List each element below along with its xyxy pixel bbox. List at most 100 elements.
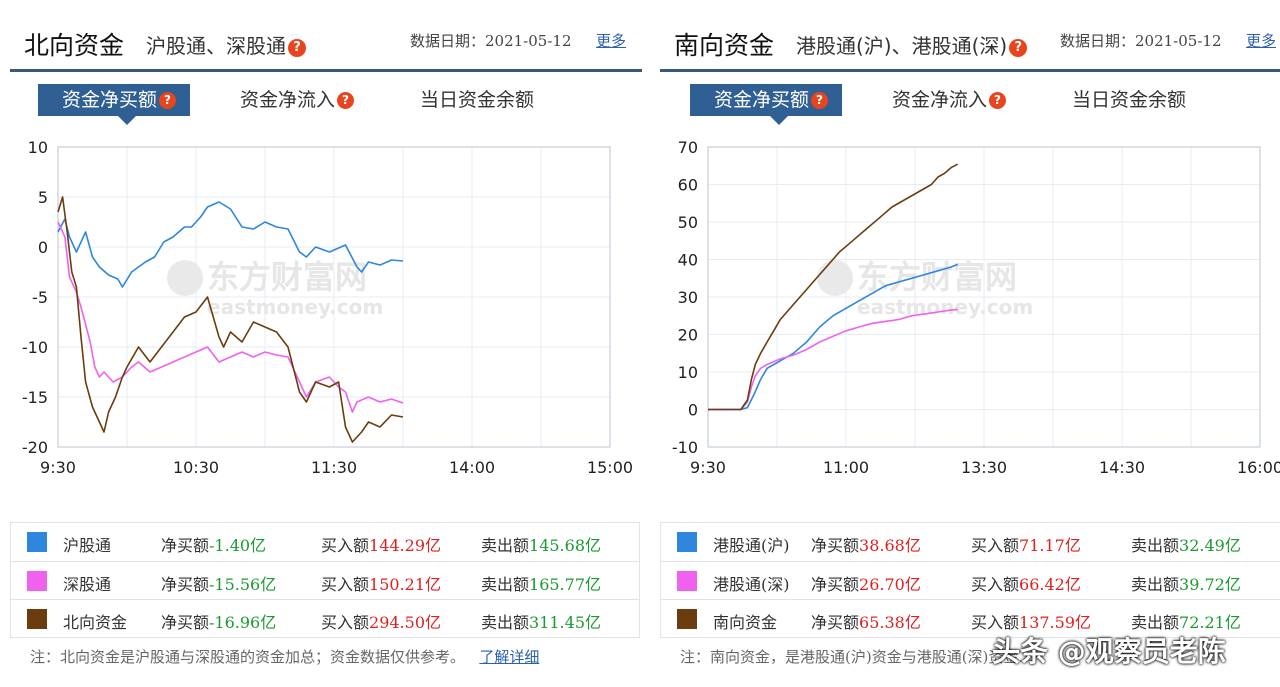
legend-buy: 买入额294.50亿	[321, 613, 442, 632]
y-tick-label: 0	[688, 401, 698, 420]
legend-sell: 卖出额32.49亿	[1131, 536, 1241, 555]
y-tick-label: -5	[32, 288, 48, 307]
legend-sell: 卖出额72.21亿	[1131, 613, 1241, 632]
north-subtitle: 沪股通、深股通?	[146, 30, 306, 59]
legend-buy: 买入额66.42亿	[971, 575, 1081, 594]
help-icon[interactable]: ?	[811, 92, 829, 109]
legend-name: 沪股通	[63, 536, 112, 555]
legend-row: 港股通(沪) 净买额38.68亿 买入额71.17亿 卖出额32.49亿	[661, 523, 1280, 561]
legend-buy: 买入额71.17亿	[971, 536, 1081, 555]
legend-swatch	[677, 571, 697, 591]
north-chart: 10 5 0 -5 -10 -15 -209:30 10:30 11:30 14:00 15:00 东…	[22, 138, 633, 477]
legend-swatch	[27, 571, 47, 591]
south-panel: 南向资金 港股通(沪)、港股通(深)? 数据日期：2021-05-12 更多 资…	[660, 0, 1280, 687]
south-header: 南向资金 港股通(沪)、港股通(深)? 数据日期：2021-05-12 更多	[660, 22, 1280, 72]
help-icon[interactable]: ?	[1009, 39, 1028, 57]
south-subtitle: 港股通(沪)、港股通(深)?	[796, 30, 1028, 59]
north-tab-net-buy[interactable]: 资金净买额?	[38, 84, 191, 125]
south-tab-balance[interactable]: 当日资金余额	[1072, 89, 1187, 111]
legend-net: 净买额-1.40亿	[161, 536, 267, 555]
legend-row: 南向资金 净买额65.38亿 买入额137.59亿 卖出额72.21亿	[661, 599, 1280, 637]
south-chart: 70 60 50 40 30 20 10 0 -109:30 11:00 13:30 14:30 16:…	[672, 138, 1280, 477]
legend-sell: 卖出额39.72亿	[1131, 575, 1241, 594]
legend-name: 港股通(沪)	[713, 536, 790, 555]
north-more-link[interactable]: 更多	[596, 32, 627, 50]
legend-net: 净买额38.68亿	[811, 536, 921, 555]
watermark-text-cn: 东方财富网	[857, 258, 1017, 296]
y-tick-label: -20	[22, 438, 48, 457]
legend-swatch	[677, 532, 697, 552]
north-note: 注：北向资金是沪股通与深股通的资金加总；资金数据仅供参考。 了解详细	[30, 648, 540, 666]
overlay-watermark: 头条 @观察员老陈	[992, 635, 1226, 668]
series-line	[57, 221, 404, 413]
legend-net: 净买额-15.56亿	[161, 575, 277, 594]
north-title: 北向资金	[24, 31, 125, 60]
help-icon[interactable]: ?	[288, 39, 306, 57]
y-tick-label: 20	[678, 326, 698, 345]
y-tick-label: 50	[678, 213, 698, 232]
south-note: 注：南向资金，是港股通(沪)资金与港股通(深)资金...	[680, 648, 1033, 666]
legend-swatch	[27, 609, 47, 629]
y-tick-label: 5	[38, 188, 48, 207]
y-tick-label: 10	[678, 363, 698, 382]
south-tab-net-inflow[interactable]: 资金净流入?	[892, 84, 1007, 116]
help-icon[interactable]: ?	[337, 92, 355, 109]
legend-row: 深股通 净买额-15.56亿 买入额150.21亿 卖出额165.77亿	[11, 561, 639, 599]
legend-name: 北向资金	[63, 613, 128, 632]
legend-buy: 买入额150.21亿	[321, 575, 442, 594]
watermark-text-cn: 东方财富网	[207, 258, 367, 296]
x-tick-label: 14:00	[449, 458, 495, 477]
legend-swatch	[677, 609, 697, 629]
series-line	[708, 163, 959, 411]
series-line	[57, 196, 404, 443]
north-panel: 北向资金 沪股通、深股通? 数据日期：2021-05-12 更多 资金净买额? …	[10, 0, 642, 687]
watermark-logo-icon	[817, 260, 854, 296]
series-line	[708, 308, 958, 411]
legend-net: 净买额-16.96亿	[161, 613, 277, 632]
legend-name: 深股通	[63, 575, 112, 594]
legend-buy: 买入额137.59亿	[971, 613, 1092, 632]
north-tab-net-inflow[interactable]: 资金净流入?	[240, 84, 355, 116]
legend-sell: 卖出额311.45亿	[481, 613, 602, 632]
south-tab-net-buy[interactable]: 资金净买额?	[690, 84, 843, 125]
north-date: 数据日期：2021-05-12	[410, 32, 572, 50]
legend-row: 港股通(深) 净买额26.70亿 买入额66.42亿 卖出额39.72亿	[661, 561, 1280, 599]
legend-row: 北向资金 净买额-16.96亿 买入额294.50亿 卖出额311.45亿	[11, 599, 639, 637]
help-icon[interactable]: ?	[989, 92, 1007, 109]
legend-name: 港股通(深)	[713, 575, 790, 594]
x-tick-label: 16:00	[1237, 458, 1280, 477]
y-tick-label: 10	[28, 138, 48, 157]
x-tick-label: 10:30	[173, 458, 219, 477]
y-tick-label: -15	[22, 388, 48, 407]
legend-name: 南向资金	[713, 613, 778, 632]
south-date: 数据日期：2021-05-12	[1060, 32, 1222, 50]
legend-sell: 卖出额165.77亿	[481, 575, 602, 594]
watermark-logo-icon	[167, 260, 204, 296]
legend-swatch	[27, 532, 47, 552]
x-tick-label: 9:30	[690, 458, 726, 477]
x-tick-label: 14:30	[1099, 458, 1145, 477]
x-tick-label: 11:00	[823, 458, 869, 477]
plot-frame	[57, 146, 611, 448]
help-icon[interactable]: ?	[159, 92, 177, 109]
y-tick-label: 60	[678, 176, 698, 195]
series-line	[57, 201, 404, 288]
north-tab-balance[interactable]: 当日资金余额	[420, 89, 535, 111]
x-tick-label: 11:30	[311, 458, 357, 477]
watermark-text-en: eastmoney.com	[857, 295, 1033, 319]
y-tick-label: 30	[678, 288, 698, 307]
south-legend: 港股通(沪) 净买额38.68亿 买入额71.17亿 卖出额32.49亿港股通(深) 净…	[660, 522, 1280, 638]
y-tick-label: -10	[672, 438, 698, 457]
watermark-text-en: eastmoney.com	[207, 295, 383, 319]
x-tick-label: 15:00	[587, 458, 633, 477]
y-tick-label: 0	[38, 238, 48, 257]
y-tick-label: 70	[678, 138, 698, 157]
legend-buy: 买入额144.29亿	[321, 536, 442, 555]
north-legend: 沪股通 净买额-1.40亿 买入额144.29亿 卖出额145.68亿 深股通 净买额-1…	[10, 522, 640, 638]
x-tick-label: 9:30	[40, 458, 76, 477]
learn-more-link[interactable]: 了解详细	[479, 648, 540, 666]
series-line	[708, 263, 958, 411]
south-more-link[interactable]: 更多	[1246, 32, 1277, 50]
legend-net: 净买额26.70亿	[811, 575, 921, 594]
x-tick-label: 13:30	[961, 458, 1007, 477]
